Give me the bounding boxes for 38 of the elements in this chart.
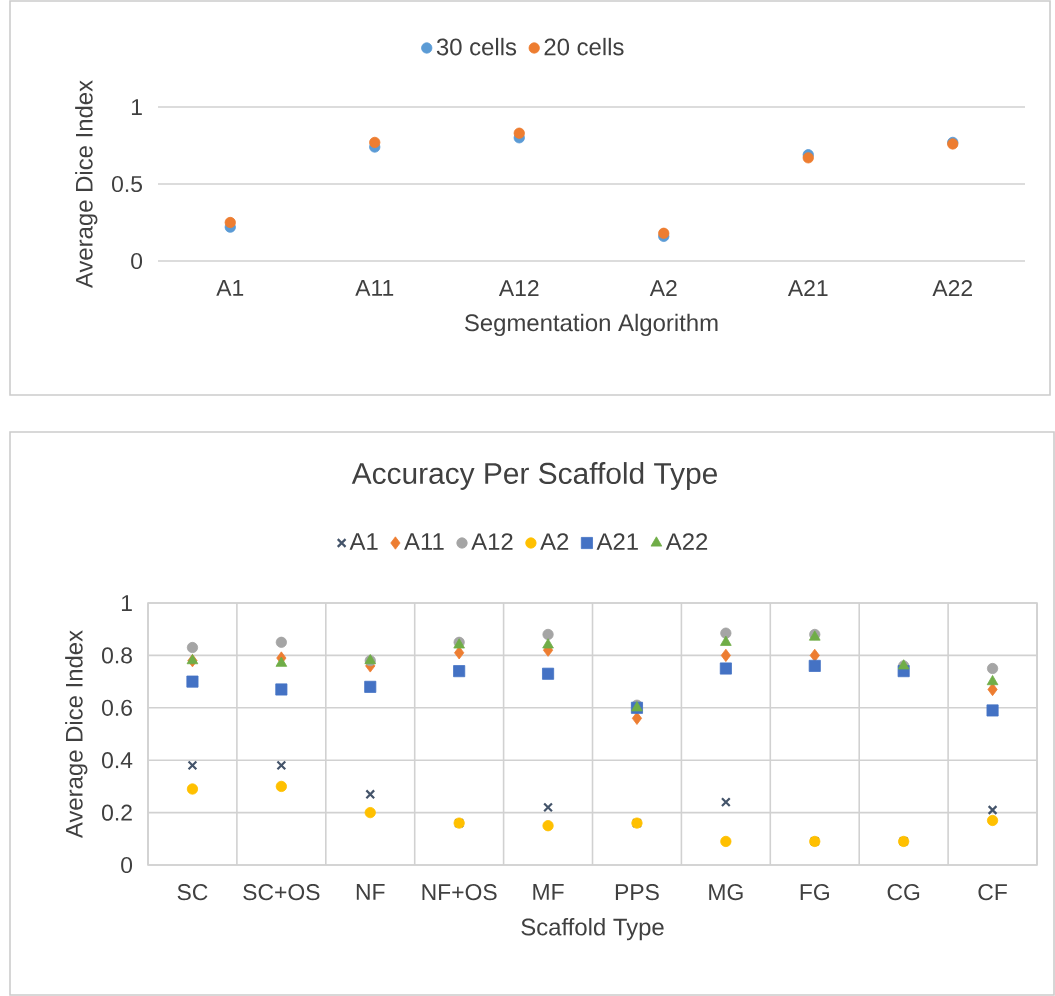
y-tick-label: 0 <box>121 856 133 874</box>
legend-label: 30 cells <box>436 37 517 56</box>
y-axis-title: Average Dice Index <box>65 630 88 839</box>
x-axis-title: Scaffold Type <box>521 917 664 941</box>
x-tick-label: CF <box>978 884 1007 901</box>
x-tick-label: MF <box>533 884 564 900</box>
x-tick-label: MG <box>709 884 743 901</box>
x-axis-title: Segmentation Algorithm <box>465 313 718 337</box>
x-tick-label: SC <box>177 884 208 901</box>
x-tick-label: A2 <box>649 280 677 297</box>
legend-label: A11 <box>404 533 444 550</box>
y-tick-label: 1 <box>131 99 142 115</box>
x-tick-label: CG <box>887 884 920 901</box>
y-tick-label: 0 <box>131 252 143 270</box>
y-tick-label: 0.6 <box>102 699 132 716</box>
x-tick-label: A1 <box>216 280 244 296</box>
x-tick-label: A12 <box>498 280 539 297</box>
legend-label: A2 <box>540 533 569 550</box>
y-tick-label: 0.2 <box>102 804 132 821</box>
x-tick-label: NF+OS <box>422 884 497 901</box>
x-tick-label: A11 <box>355 280 394 296</box>
y-tick-label: 0.5 <box>112 175 142 193</box>
x-tick-label: FG <box>800 884 829 901</box>
chart-title: Accuracy Per Scaffold Type <box>351 462 717 490</box>
x-tick-label: NF <box>356 884 385 900</box>
legend-label: A1 <box>349 533 378 550</box>
y-tick-label: 1 <box>121 595 132 611</box>
y-axis-title: Average Dice Index <box>75 80 98 289</box>
y-tick-label: 0.8 <box>102 647 132 664</box>
x-tick-label: SC+OS <box>243 884 320 901</box>
y-tick-label: 0.4 <box>102 752 133 769</box>
legend-label: A12 <box>471 533 513 550</box>
x-tick-label: PPS <box>615 884 659 901</box>
x-tick-label: A21 <box>787 280 828 297</box>
legend-label: 20 cells <box>544 37 624 56</box>
legend-label: A22 <box>665 533 708 550</box>
legend-label: A21 <box>596 533 638 550</box>
x-tick-label: A22 <box>932 280 972 297</box>
